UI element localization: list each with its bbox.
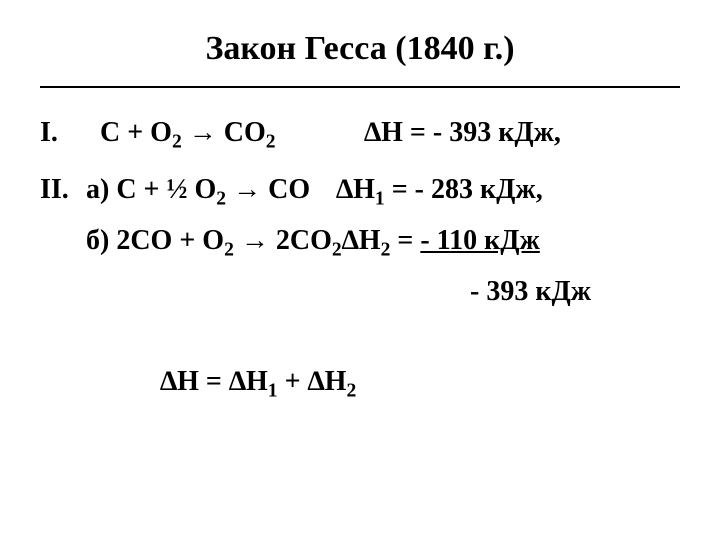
sum-row: - 393 кДж <box>40 271 680 313</box>
equation-2a: a) C + ½ O2 → CO <box>86 169 336 214</box>
label-b: б) <box>86 225 109 256</box>
label-a: a) <box>86 174 109 205</box>
section-2a: II. a) C + ½ O2 → CO ∆H1 = - 283 кДж, <box>40 169 680 214</box>
equation-2b: б) 2CO + O2 → 2CO2 <box>86 220 342 265</box>
section-1: I. C + O2 → CO2 ∆H = - 393 кДж, <box>40 112 680 157</box>
title-divider <box>40 86 680 88</box>
enthalpy-2b: ∆H2 = - 110 кДж <box>342 220 540 265</box>
enthalpy-1: ∆H = - 393 кДж, <box>364 112 561 157</box>
equation-1: C + O2 → CO2 <box>86 112 364 157</box>
final-equation: ∆H = ∆H1 + ∆H2 <box>160 361 680 406</box>
page-title: Закон Гесса (1840 г.) <box>40 30 680 68</box>
sum-value: - 393 кДж <box>380 271 591 313</box>
roman-2: II. <box>40 169 86 214</box>
section-2b: б) 2CO + O2 → 2CO2 ∆H2 = - 110 кДж <box>40 220 680 265</box>
roman-1: I. <box>40 112 86 157</box>
content-block: I. C + O2 → CO2 ∆H = - 393 кДж, II. a) C… <box>40 112 680 406</box>
enthalpy-2a: ∆H1 = - 283 кДж, <box>336 169 543 214</box>
roman-2-blank <box>40 220 86 265</box>
